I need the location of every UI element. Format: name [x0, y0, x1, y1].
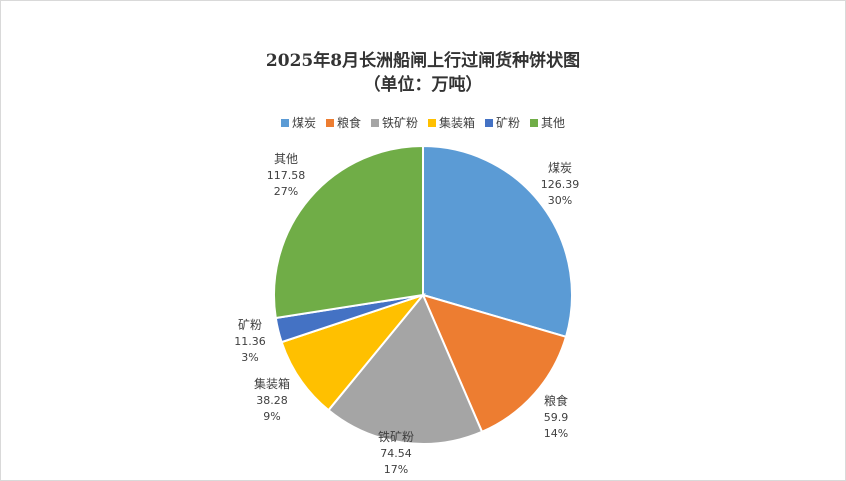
- data-label-name-container: 集装箱: [254, 376, 290, 391]
- legend-item-container: 集装箱: [428, 114, 475, 131]
- pie-slice-coal: [422, 144, 573, 339]
- legend: 煤炭 粮食 铁矿粉 集装箱 矿粉 其他: [0, 114, 846, 131]
- pie-slice-other: [273, 144, 424, 320]
- legend-swatch-container: [428, 118, 436, 127]
- data-label-value-other: 117.58: [267, 169, 306, 182]
- legend-item-iron-ore: 铁矿粉: [370, 114, 418, 131]
- data-label-percent-iron-ore: 17%: [384, 463, 408, 476]
- data-label-name-other: 其他: [274, 152, 298, 166]
- data-label-value-iron-ore: 74.54: [380, 447, 412, 460]
- pie-slice-iron-ore: [327, 293, 484, 445]
- data-label-value-grain: 59.9: [544, 411, 569, 424]
- data-label-value-ore-powder: 11.36: [234, 335, 266, 348]
- legend-swatch-grain: [325, 118, 334, 127]
- data-label-percent-coal: 30%: [548, 194, 572, 207]
- legend-label-coal: 煤炭: [291, 116, 316, 130]
- legend-label-iron-ore: 铁矿粉: [381, 116, 418, 130]
- legend-swatch-iron-ore: [370, 118, 379, 127]
- data-label-value-coal: 126.39: [541, 178, 580, 191]
- chart-title: 2025年8月长洲船闸上行过闸货种饼状图: [265, 51, 581, 71]
- data-label-name-ore-powder: 矿粉: [238, 318, 262, 332]
- legend-label-other: 其他: [541, 116, 566, 130]
- data-label-percent-other: 27%: [274, 185, 298, 198]
- data-label-percent-grain: 14%: [544, 427, 568, 440]
- legend-item-coal: 煤炭: [280, 114, 316, 131]
- data-label-name-iron-ore: 铁矿粉: [378, 430, 414, 444]
- data-label-value-container: 38.28: [256, 394, 288, 407]
- legend-item-grain: 粮食: [325, 114, 361, 131]
- pie-slice-grain: [421, 293, 568, 434]
- data-label-name-coal: 煤炭: [548, 161, 572, 175]
- chart-subtitle: （单位：万吨）: [363, 75, 483, 95]
- legend-item-other: 其他: [530, 114, 565, 131]
- legend-swatch-coal: [280, 118, 289, 127]
- legend-swatch-other: [530, 118, 539, 127]
- data-label-name-grain: 粮食: [544, 393, 568, 408]
- data-label-percent-container: 9%: [263, 410, 280, 423]
- legend-label-container: 集装箱: [439, 116, 476, 130]
- pie-slice-container: [280, 292, 426, 412]
- data-label-percent-ore-powder: 3%: [241, 351, 258, 364]
- legend-label-ore-powder: 矿粉: [496, 116, 521, 130]
- legend-label-grain: 粮食: [336, 116, 361, 130]
- legend-item-ore-powder: 矿粉: [485, 114, 520, 131]
- legend-swatch-ore-powder: [485, 118, 494, 127]
